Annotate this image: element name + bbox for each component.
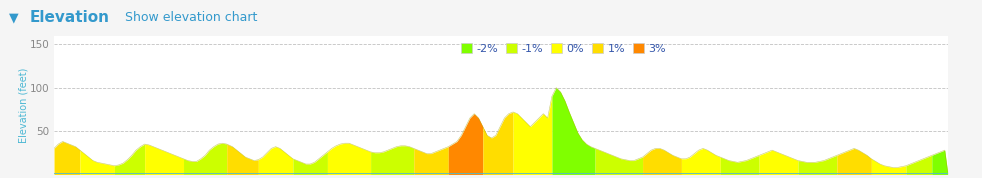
- Legend: -2%, -1%, 0%, 1%, 3%: -2%, -1%, 0%, 1%, 3%: [457, 38, 671, 58]
- Text: ▼: ▼: [9, 11, 19, 24]
- Text: Elevation: Elevation: [29, 10, 109, 25]
- Text: Show elevation chart: Show elevation chart: [126, 11, 257, 24]
- Y-axis label: Elevation (feet): Elevation (feet): [18, 67, 28, 143]
